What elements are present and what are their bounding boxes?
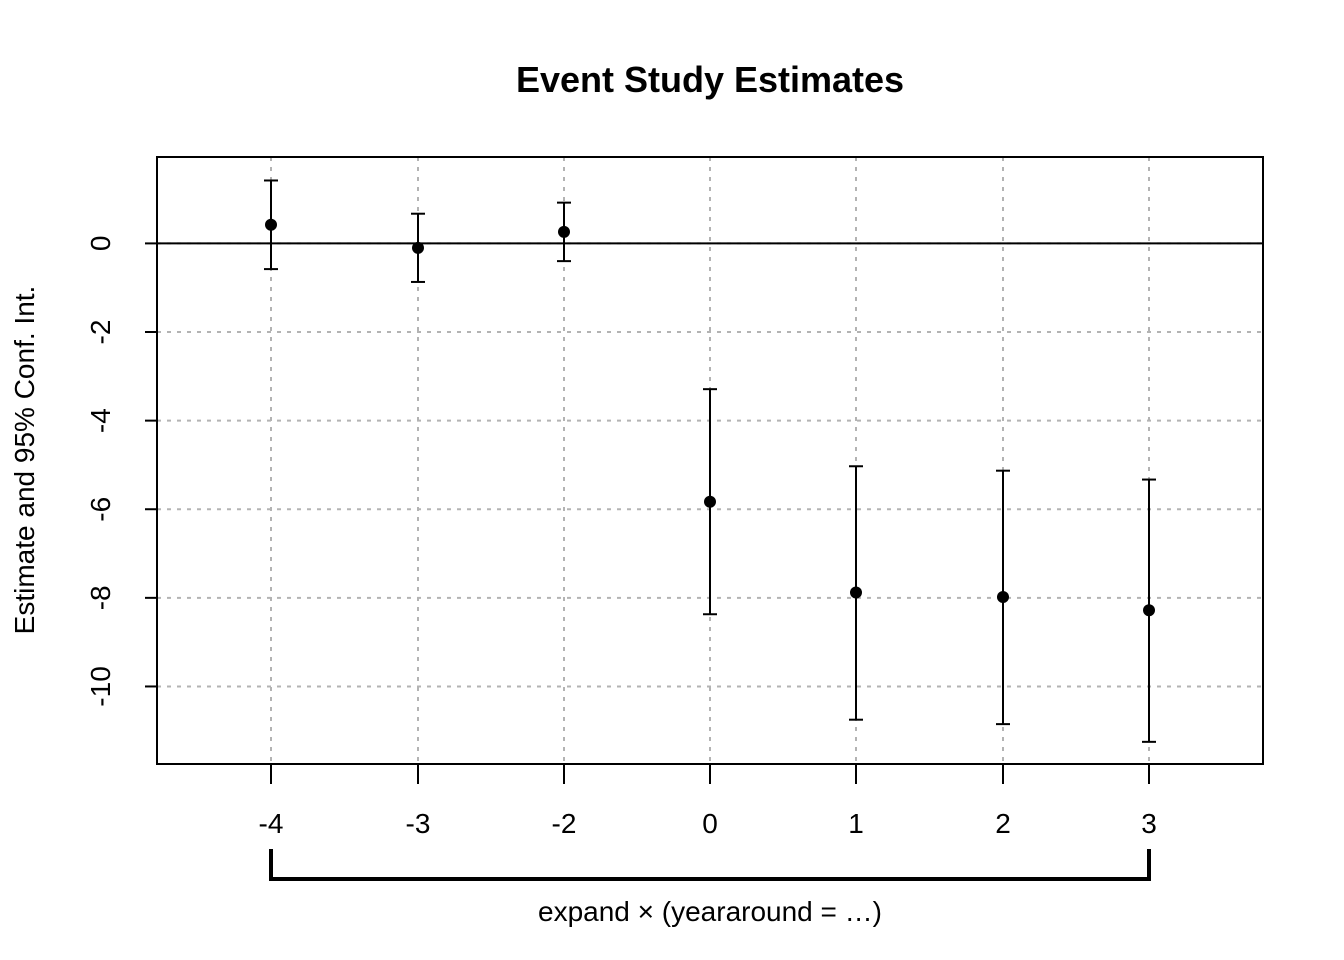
y-tick-label-0: 0: [85, 236, 116, 252]
estimate-marks: [264, 179, 1156, 743]
x-axis-ticks: -4 -3 -2 0 1 2 3: [259, 764, 1157, 839]
estimate-point-2: [997, 590, 1009, 603]
chart-title: Event Study Estimates: [516, 59, 904, 100]
y-tick-label--4: -4: [85, 408, 116, 433]
y-tick-label--8: -8: [85, 585, 116, 610]
x-tick-label-2: 2: [995, 808, 1011, 839]
estimate-point-1: [850, 586, 862, 599]
y-tick-label--6: -6: [85, 497, 116, 522]
estimate-point--4: [265, 218, 277, 231]
x-tick-label--4: -4: [259, 808, 284, 839]
y-tick-label--2: -2: [85, 320, 116, 345]
x-tick-label-0: 0: [702, 808, 718, 839]
x-tick-label-3: 3: [1141, 808, 1157, 839]
estimate-point--2: [558, 225, 570, 238]
x-axis-label: expand × (yeararound = …): [538, 896, 882, 927]
x-axis-bracket: [269, 849, 1151, 881]
y-tick-label--10: -10: [85, 666, 116, 706]
x-tick-label--2: -2: [552, 808, 577, 839]
y-axis-ticks: 0 -2 -4 -6 -8 -10: [85, 236, 157, 707]
x-tick-label--3: -3: [406, 808, 431, 839]
x-tick-label-1: 1: [848, 808, 864, 839]
estimate-point--3: [412, 241, 424, 254]
estimate-point-3: [1143, 604, 1155, 617]
y-axis-label: Estimate and 95% Conf. Int.: [9, 286, 40, 635]
estimate-point-0: [704, 495, 716, 508]
